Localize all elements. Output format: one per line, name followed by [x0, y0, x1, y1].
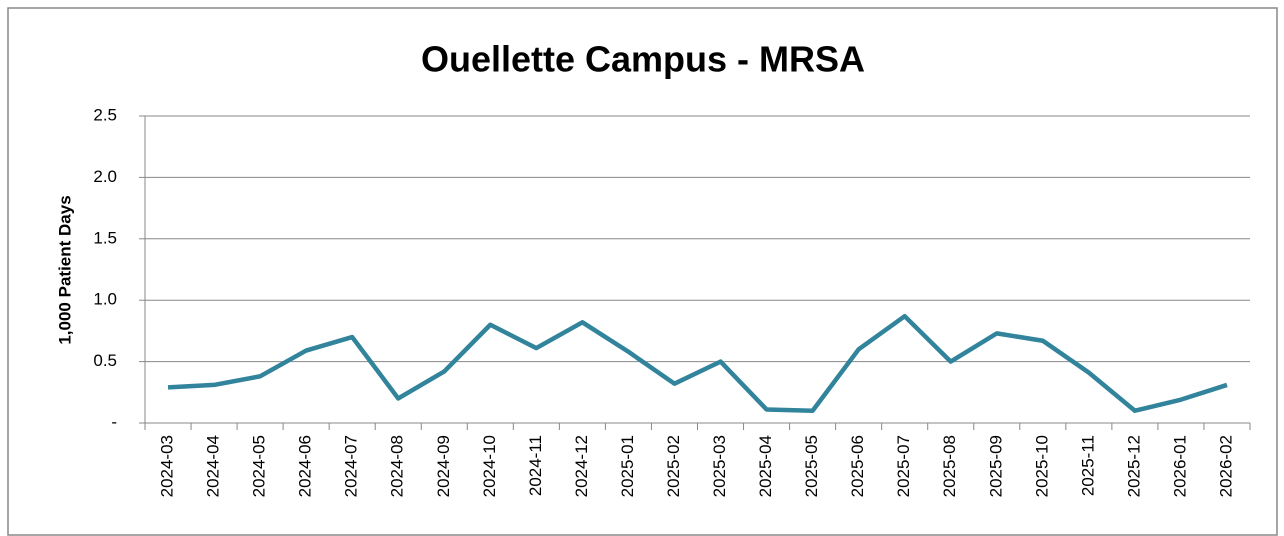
x-tick-label: 2026-02: [1216, 435, 1235, 497]
x-tick-label: 2025-05: [802, 435, 821, 497]
y-tick-label: 1.0: [93, 290, 117, 309]
x-tick-label: 2025-01: [618, 435, 637, 497]
x-tick-label: 2024-07: [342, 435, 361, 497]
x-tick-label: 2025-12: [1124, 435, 1143, 497]
x-tick-label: 2025-02: [664, 435, 683, 497]
x-tick-label: 2024-03: [158, 435, 177, 497]
x-tick-label: 2025-09: [986, 435, 1005, 497]
y-tick-label: 2.5: [93, 105, 117, 124]
y-tick-label: 0.5: [93, 351, 117, 370]
y-tick-label: 2.0: [93, 167, 117, 186]
x-tick-label: 2026-01: [1170, 435, 1189, 497]
line: [167, 313, 1228, 413]
x-tick-label: 2024-11: [526, 435, 545, 496]
chart-title: Ouellette Campus - MRSA: [421, 39, 865, 80]
x-tick-label: 2024-06: [296, 435, 315, 497]
y-tick-label: -: [111, 412, 117, 431]
x-tick-label: 2024-12: [572, 435, 591, 497]
x-tick-label: 2025-03: [710, 435, 729, 497]
x-tick-label: 2025-06: [848, 435, 867, 497]
x-tick-label: 2024-08: [388, 435, 407, 497]
x-tick-label: 2024-10: [480, 435, 499, 497]
y-axis-label: 1,000 Patient Days: [55, 195, 74, 344]
x-tick-label: 2024-05: [250, 435, 269, 497]
x-tick-label: 2025-07: [894, 435, 913, 497]
x-tick-label: 2025-04: [756, 435, 775, 497]
chart-border: [7, 7, 1278, 536]
x-tick-label: 2025-11: [1078, 435, 1097, 496]
x-tick-label: 2024-09: [434, 435, 453, 497]
x-tick-label: 2025-08: [940, 435, 959, 497]
y-tick-label: 1.5: [93, 228, 117, 247]
x-tick-label: 2024-04: [204, 435, 223, 497]
x-tick-label: 2025-10: [1032, 435, 1051, 497]
